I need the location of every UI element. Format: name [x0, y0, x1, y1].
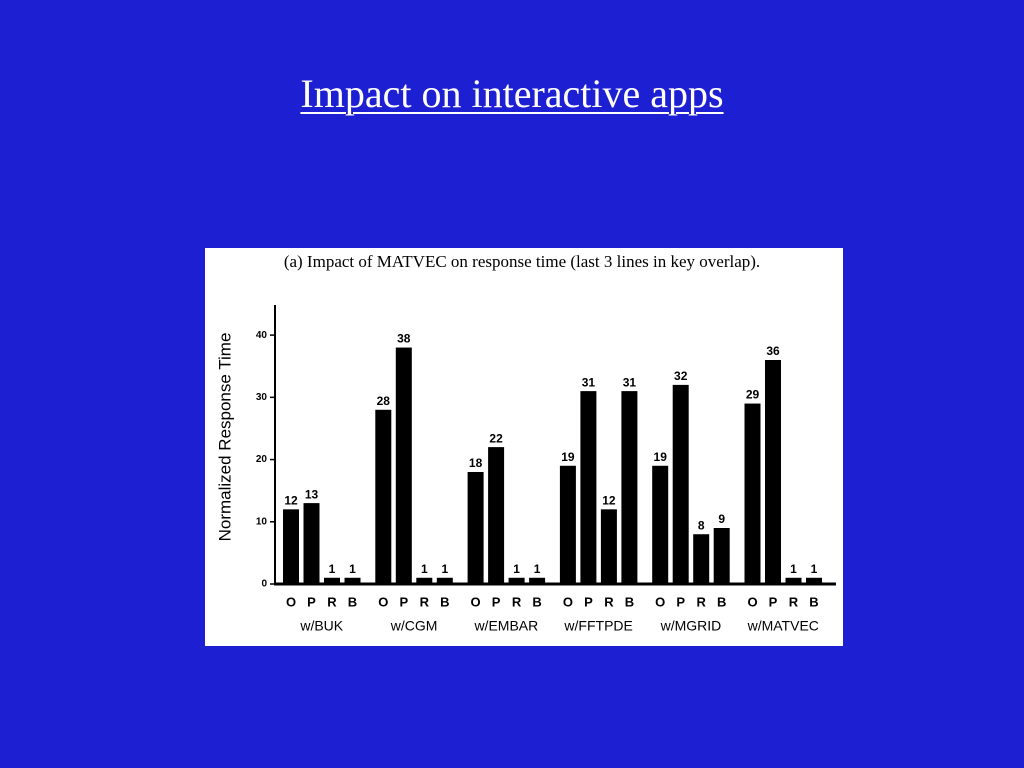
- bar: [806, 577, 822, 584]
- value-label: 36: [766, 344, 780, 358]
- x-group-label: w/BUK: [299, 618, 343, 634]
- x-tick-label: B: [809, 594, 818, 609]
- value-label: 1: [349, 562, 356, 576]
- x-tick-label: R: [420, 594, 430, 609]
- value-label: 31: [582, 375, 596, 389]
- value-label: 1: [329, 562, 336, 576]
- value-label: 19: [561, 450, 575, 464]
- bar: [375, 409, 392, 584]
- value-label: 1: [421, 562, 428, 576]
- bar: [324, 577, 340, 584]
- bar: [621, 391, 638, 584]
- x-tick-label: B: [717, 594, 726, 609]
- chart-title: (a) Impact of MATVEC on response time (l…: [284, 252, 760, 271]
- x-tick-label: P: [399, 594, 408, 609]
- value-label: 13: [305, 487, 319, 501]
- bar: [344, 577, 361, 584]
- x-tick-label: O: [471, 594, 481, 609]
- x-tick-label: O: [563, 594, 573, 609]
- bar: [580, 391, 597, 584]
- value-label: 31: [623, 375, 637, 389]
- bar: [508, 577, 525, 584]
- value-label: 1: [811, 562, 818, 576]
- y-tick-label: 20: [256, 454, 268, 465]
- bar: [395, 347, 412, 584]
- x-tick-label: O: [286, 594, 296, 609]
- bar: [488, 447, 505, 584]
- bar: [693, 534, 710, 584]
- bar: [283, 509, 299, 584]
- bar: [467, 472, 484, 584]
- value-label: 18: [469, 456, 483, 470]
- value-label: 1: [790, 562, 797, 576]
- bar: [744, 403, 761, 584]
- x-tick-label: R: [789, 594, 799, 609]
- y-axis-label: Normalized Response Time: [215, 333, 234, 542]
- value-label: 19: [654, 450, 668, 464]
- x-group-label: w/EMBAR: [473, 618, 538, 634]
- x-tick-label: R: [512, 594, 522, 609]
- value-label: 1: [513, 562, 520, 576]
- x-tick-label: P: [584, 594, 593, 609]
- x-tick-label: O: [655, 594, 665, 609]
- y-tick-label: 10: [256, 516, 268, 527]
- x-group-label: w/FFTPDE: [563, 618, 632, 634]
- y-tick-label: 30: [256, 392, 268, 403]
- x-tick-label: O: [747, 594, 757, 609]
- x-group-label: w/CGM: [390, 618, 438, 634]
- x-tick-label: P: [307, 594, 316, 609]
- x-tick-label: B: [625, 594, 634, 609]
- x-tick-label: R: [604, 594, 614, 609]
- x-group-label: w/MATVEC: [747, 618, 819, 634]
- y-tick-label: 40: [256, 330, 268, 341]
- value-label: 9: [718, 512, 725, 526]
- value-label: 12: [602, 494, 616, 508]
- x-tick-label: B: [532, 594, 541, 609]
- bar: [713, 528, 730, 584]
- x-tick-label: R: [697, 594, 707, 609]
- value-label: 8: [698, 518, 705, 532]
- value-label: 32: [674, 369, 688, 383]
- x-tick-label: P: [769, 594, 778, 609]
- x-group-label: w/MGRID: [660, 618, 722, 634]
- x-tick-label: B: [348, 594, 357, 609]
- y-tick-label: 0: [261, 579, 267, 590]
- value-label: 12: [284, 494, 298, 508]
- bar: [559, 465, 576, 584]
- bar: [600, 509, 617, 584]
- value-label: 1: [441, 562, 448, 576]
- x-tick-label: R: [327, 594, 337, 609]
- bar: [672, 384, 689, 584]
- x-tick-label: P: [676, 594, 685, 609]
- bar: [765, 360, 781, 584]
- value-label: 38: [397, 332, 411, 346]
- bar: [436, 577, 453, 584]
- bar: [529, 577, 546, 584]
- x-tick-label: B: [440, 594, 449, 609]
- value-label: 22: [489, 431, 503, 445]
- x-tick-label: O: [378, 594, 388, 609]
- slide-title: Impact on interactive apps: [300, 71, 724, 116]
- value-label: 28: [377, 394, 391, 408]
- bar: [416, 577, 433, 584]
- value-label: 29: [746, 388, 760, 402]
- bar: [652, 465, 669, 584]
- x-tick-label: P: [492, 594, 501, 609]
- bar: [785, 577, 802, 584]
- value-label: 1: [534, 562, 541, 576]
- bar: [303, 503, 320, 584]
